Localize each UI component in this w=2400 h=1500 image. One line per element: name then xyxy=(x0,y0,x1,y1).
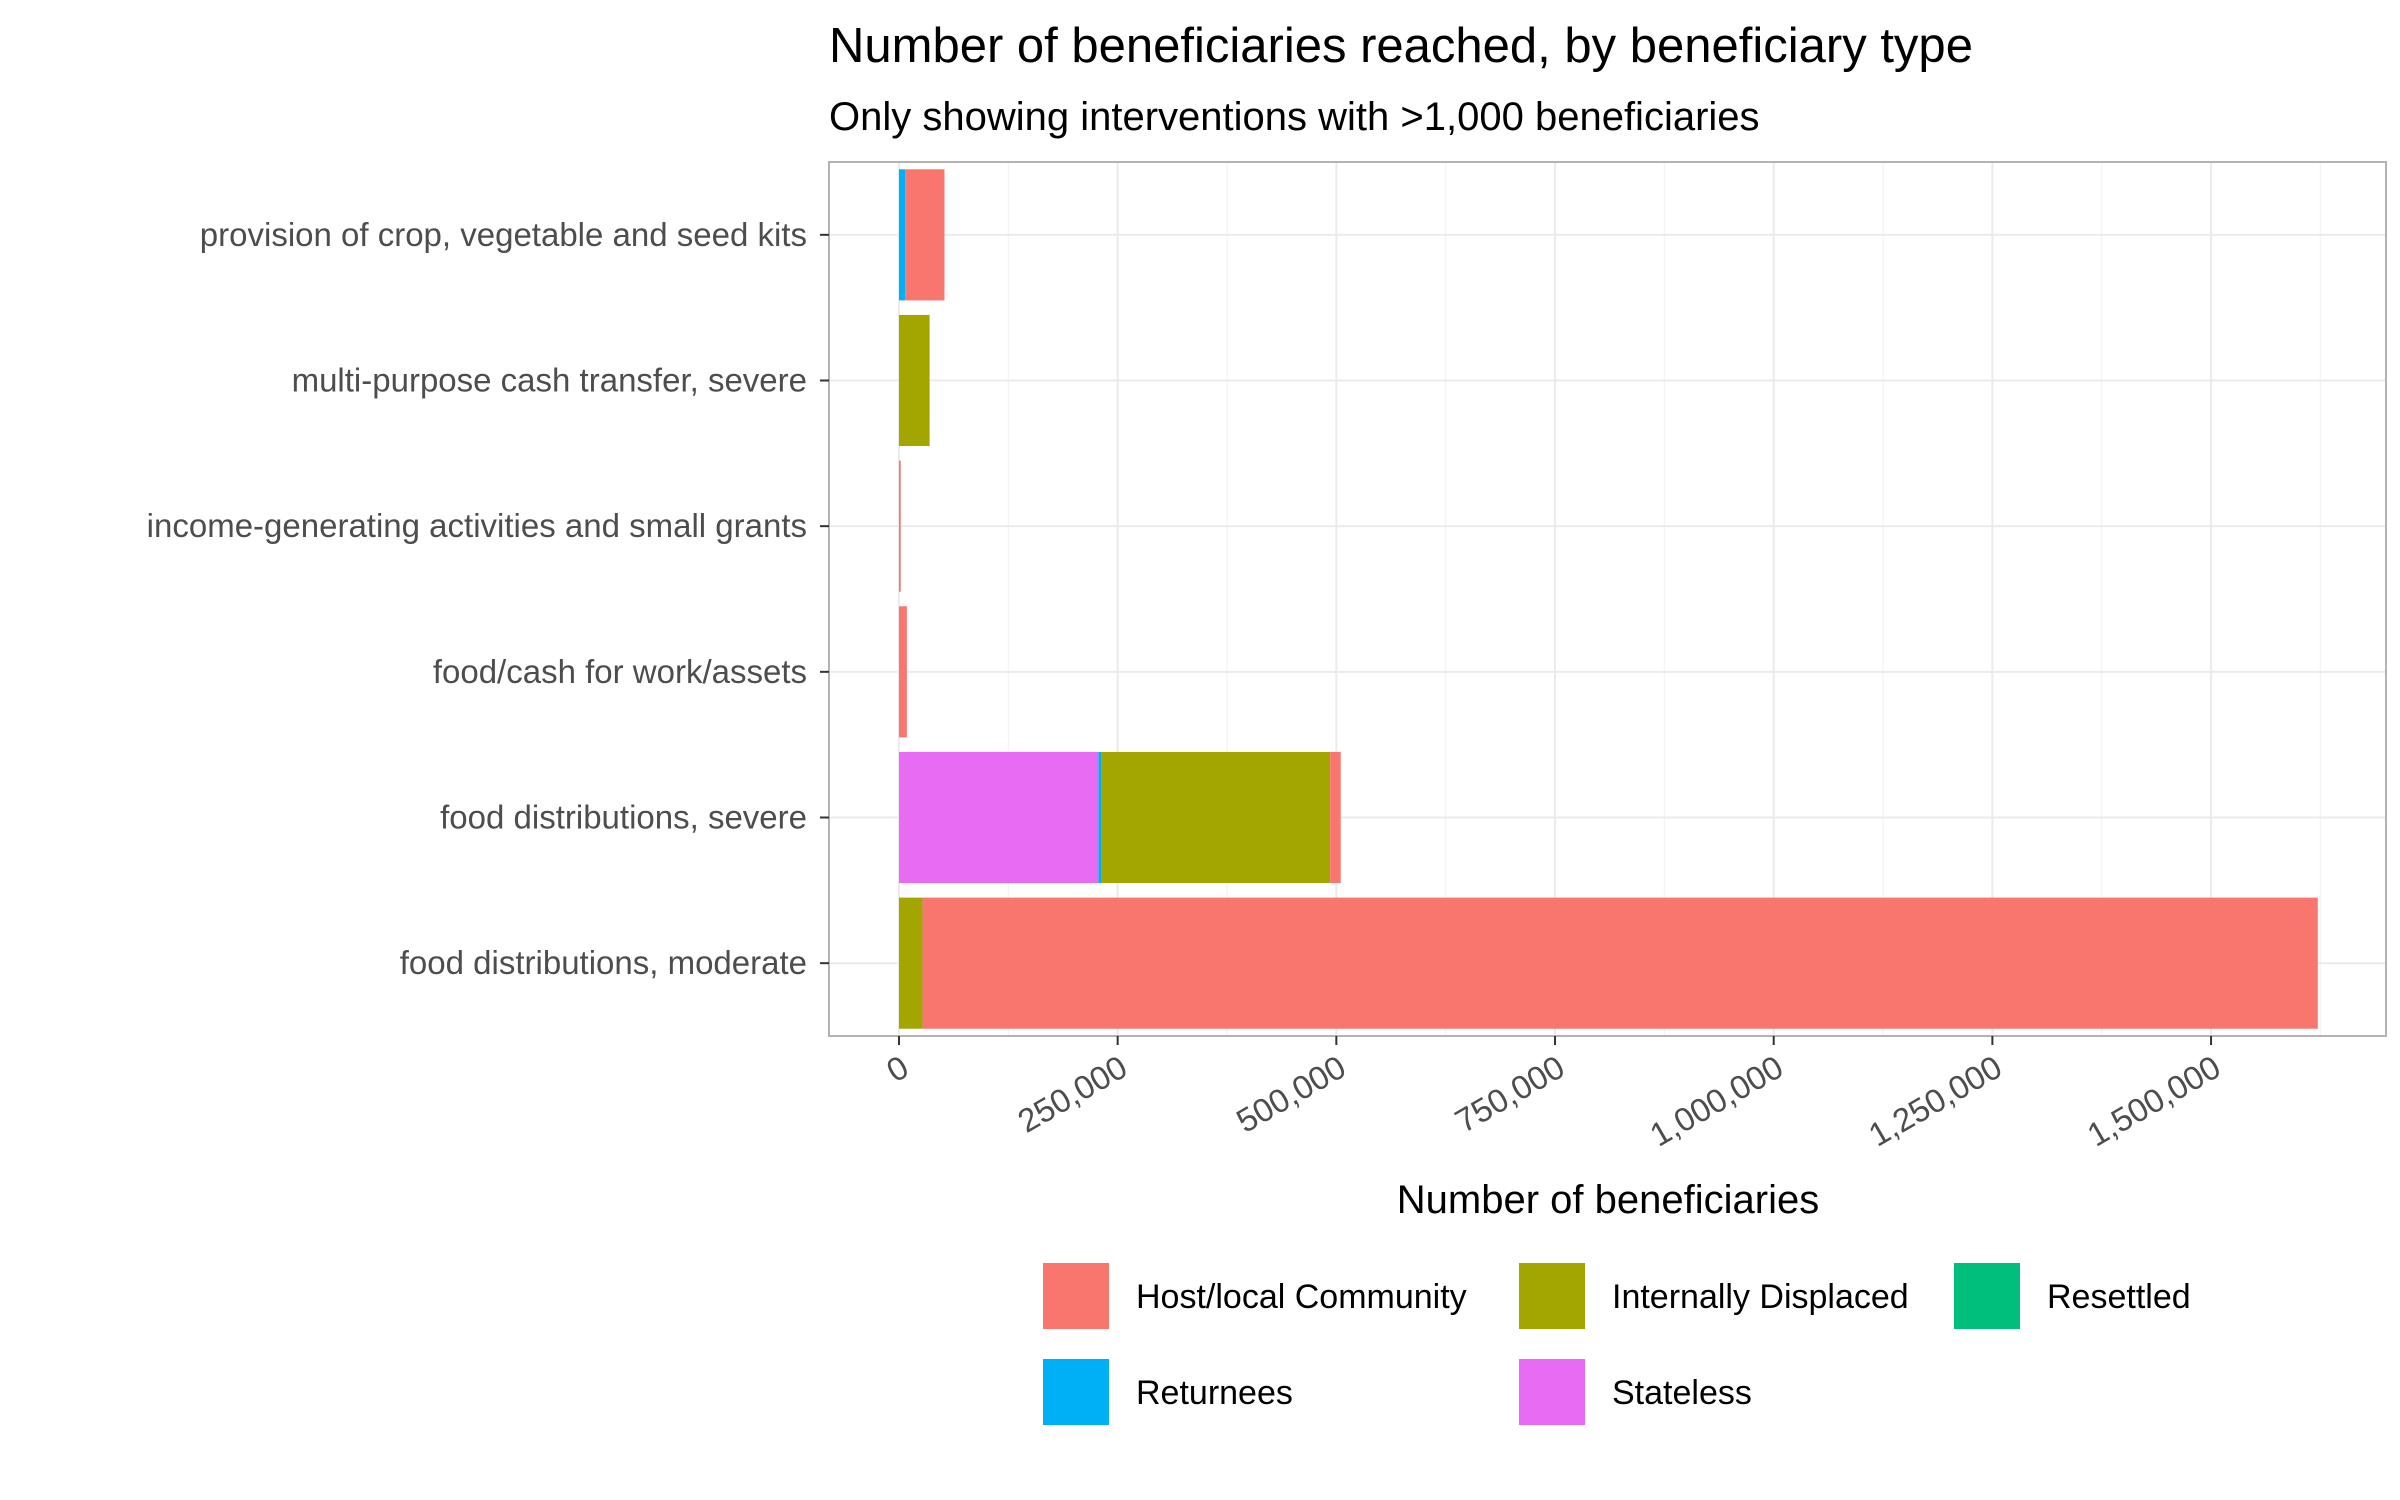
bar-host-local-community-food-cash-for-work-assets xyxy=(898,606,907,738)
x-tick-label: 0 xyxy=(880,1048,914,1089)
y-tick-label: food/cash for work/assets xyxy=(433,653,807,690)
bar-stateless-food-distributions-severe xyxy=(898,751,1099,884)
x-tick-label: 500,000 xyxy=(1230,1048,1352,1140)
legend-item-stateless: Stateless xyxy=(1519,1359,1752,1425)
bar-internally-displaced-food-distributions-severe xyxy=(1101,751,1331,884)
chart-subtitle: Only showing interventions with >1,000 b… xyxy=(829,95,1760,139)
bar-host-local-community-income-generating-activities-and-small-grants xyxy=(898,460,901,592)
y-tick-label: food distributions, severe xyxy=(440,799,807,836)
chart-title: Number of beneficiaries reached, by bene… xyxy=(829,19,1973,73)
y-tick-label: multi-purpose cash transfer, severe xyxy=(292,362,807,399)
legend-item-internally-displaced: Internally Displaced xyxy=(1519,1263,1909,1329)
legend-item-host-local-community: Host/local Community xyxy=(1043,1263,1467,1329)
y-tick-label: food distributions, moderate xyxy=(400,944,807,981)
bar-internally-displaced-food-distributions-moderate xyxy=(898,897,923,1029)
bar-internally-displaced-multi-purpose-cash-transfer-severe xyxy=(898,314,930,447)
x-axis-title: Number of beneficiaries xyxy=(1397,1178,1819,1222)
x-tick-label: 250,000 xyxy=(1011,1048,1133,1140)
legend-swatch xyxy=(1519,1359,1585,1425)
legend-label: Resettled xyxy=(2047,1278,2191,1316)
bars-group xyxy=(898,169,2318,1029)
legend-swatch xyxy=(1519,1263,1585,1329)
legend-label: Returnees xyxy=(1136,1374,1293,1412)
plot-panel-border xyxy=(828,161,2387,1037)
x-axis: 0 250,000 500,000 750,000 1,000,000 1,250,000… xyxy=(880,1036,2227,1153)
y-tick-label: income-generating activities and small g… xyxy=(147,507,807,544)
legend-item-returnees: Returnees xyxy=(1043,1359,1293,1425)
legend-label: Internally Displaced xyxy=(1612,1278,1909,1316)
x-tick-label: 1,000,000 xyxy=(1644,1048,1790,1153)
bar-host-local-community-provision-of-crop-vegetable-and-seed-kits xyxy=(905,169,945,301)
legend: Host/local Community Internally Displaced… xyxy=(1043,1263,2191,1425)
bar-returnees-provision-of-crop-vegetable-and-seed-kits xyxy=(898,169,906,301)
x-tick-label: 1,250,000 xyxy=(1862,1048,2008,1153)
legend-label: Host/local Community xyxy=(1136,1278,1467,1316)
bar-host-local-community-food-distributions-moderate xyxy=(922,897,2318,1029)
legend-label: Stateless xyxy=(1612,1374,1752,1412)
y-tick-label: provision of crop, vegetable and seed ki… xyxy=(200,216,807,253)
legend-swatch xyxy=(1954,1263,2020,1329)
legend-swatch xyxy=(1043,1263,1109,1329)
bar-returnees-food-distributions-severe xyxy=(1098,751,1102,884)
x-tick-label: 1,500,000 xyxy=(2081,1048,2227,1153)
y-axis: provision of crop, vegetable and seed ki… xyxy=(147,216,829,981)
bar-host-local-community-food-distributions-severe xyxy=(1330,751,1341,884)
x-tick-label: 750,000 xyxy=(1449,1048,1571,1140)
legend-item-resettled: Resettled xyxy=(1954,1263,2191,1329)
legend-swatch xyxy=(1043,1359,1109,1425)
